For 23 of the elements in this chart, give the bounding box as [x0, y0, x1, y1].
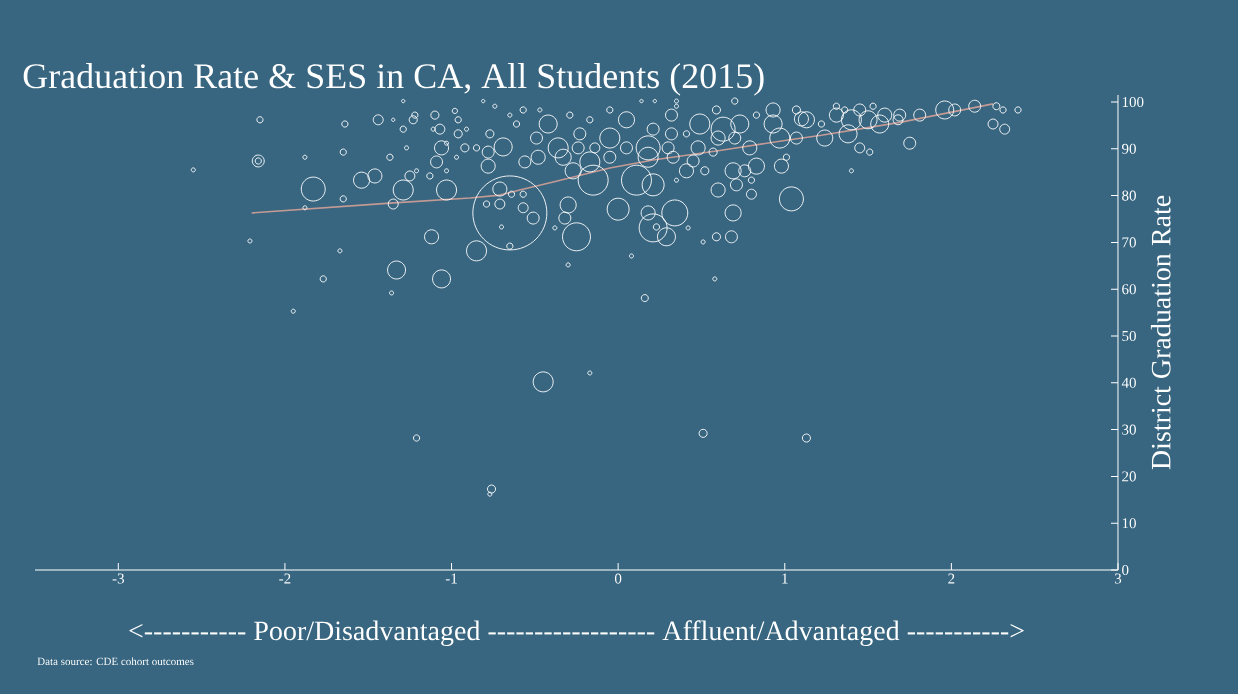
- x-tick-label: 1: [782, 573, 788, 584]
- y-tick-label: 100: [1122, 96, 1144, 108]
- y-tick-label: 10: [1122, 518, 1136, 529]
- x-tick-label: 3: [1114, 573, 1122, 584]
- x-tick-label: 0: [614, 573, 622, 584]
- source-note: Data source: CDE cohort outcomes: [37, 657, 194, 666]
- y-tick-label: 20: [1122, 471, 1136, 482]
- y-tick-label: 40: [1121, 377, 1136, 388]
- y-tick-label: 80: [1122, 190, 1136, 201]
- y-tick-label: 50: [1122, 330, 1136, 342]
- x-tick-label: -1: [445, 573, 457, 584]
- y-tick-label: 60: [1122, 284, 1136, 295]
- y-tick-label: 70: [1122, 237, 1136, 248]
- x-tick-label: -2: [279, 573, 291, 584]
- x-tick-label: 2: [948, 573, 955, 584]
- line-series: [250, 103, 994, 214]
- y-tick-label: 30: [1122, 424, 1136, 435]
- y-tick-label: 0: [1122, 564, 1129, 576]
- y-tick-label: 90: [1122, 143, 1136, 154]
- chart-title: Graduation Rate & SES in CA, All Students (2015): [23, 63, 764, 96]
- x-axis-title: <----------- Poor/Disadvantaged ------------------ Affluent/Advantaged ----------->: [129, 620, 1024, 647]
- y-axis-title: District Graduation Rate: [1150, 195, 1171, 470]
- x-tick-label: -3: [112, 573, 124, 584]
